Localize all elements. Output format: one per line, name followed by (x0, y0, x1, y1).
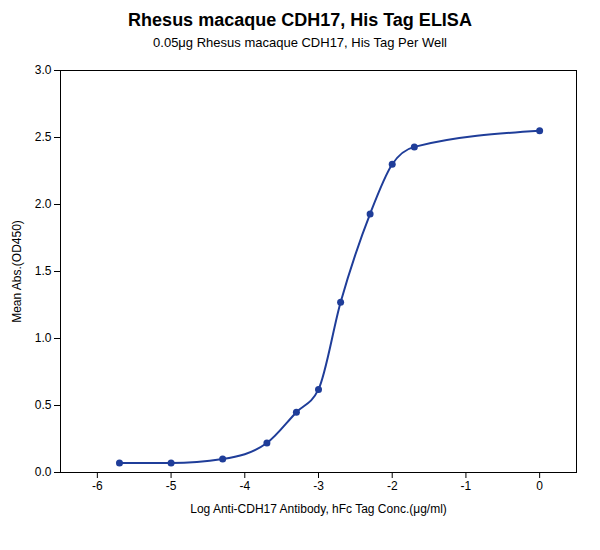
svg-text:-1: -1 (461, 479, 472, 493)
svg-text:Mean Abs.(OD450): Mean Abs.(OD450) (10, 220, 24, 323)
svg-text:-2: -2 (387, 479, 398, 493)
svg-text:0.5: 0.5 (35, 398, 52, 412)
svg-text:3.0: 3.0 (35, 63, 52, 77)
svg-text:-4: -4 (239, 479, 250, 493)
svg-text:1.0: 1.0 (35, 331, 52, 345)
html-text:Rhesus macaque CDH17, His Tag: Rhesus macaque CDH17, His Tag ELISA (128, 10, 472, 30)
svg-text:-5: -5 (166, 479, 177, 493)
svg-text:2.5: 2.5 (35, 130, 52, 144)
svg-text:1.5: 1.5 (35, 264, 52, 278)
svg-text:0.0: 0.0 (35, 465, 52, 479)
svg-text:Log Anti-CDH17 Antibody, hFc T: Log Anti-CDH17 Antibody, hFc Tag Conc.(μ… (190, 502, 447, 516)
html-text:0.05μg Rhesus macaque CDH17, H: 0.05μg Rhesus macaque CDH17, His Tag Per… (153, 35, 447, 50)
svg-text:2.0: 2.0 (35, 197, 52, 211)
svg-text:-6: -6 (92, 479, 103, 493)
svg-text:0: 0 (536, 479, 543, 493)
svg-text:-3: -3 (313, 479, 324, 493)
